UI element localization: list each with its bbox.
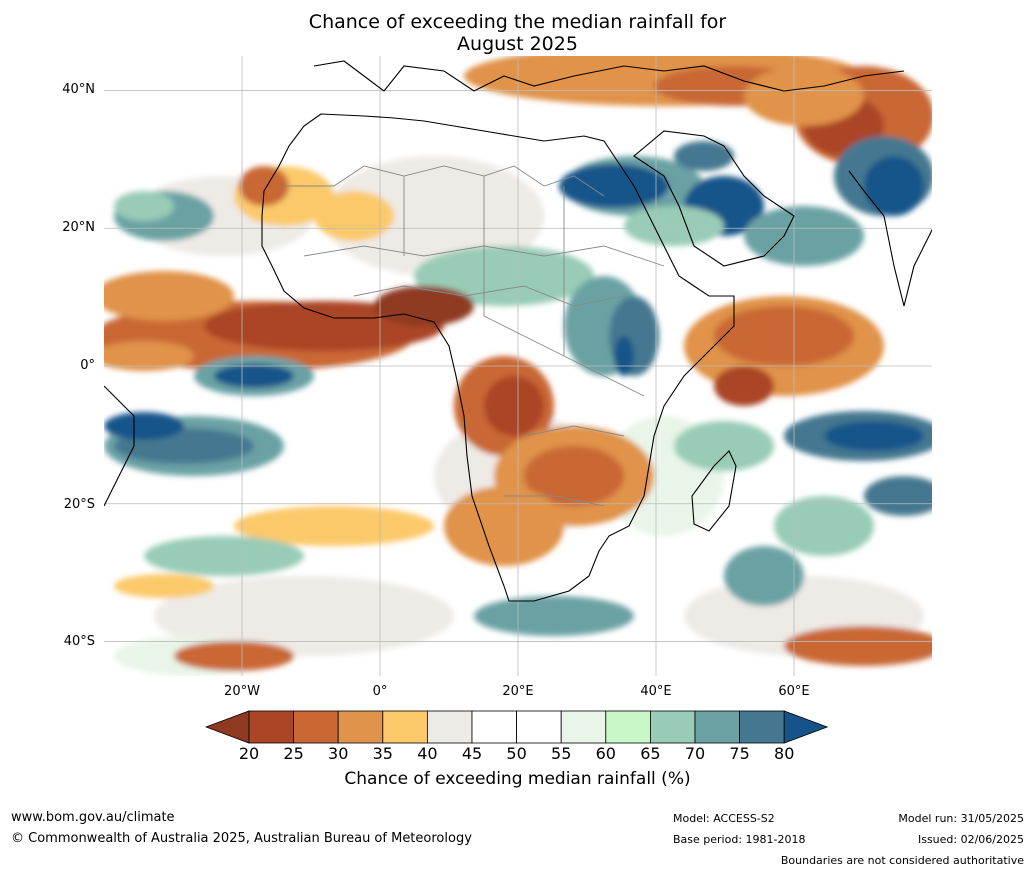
colorbar-segment (694, 710, 740, 744)
lat-label-0: 0° (80, 358, 95, 373)
footer-boundaries-note: Boundaries are not considered authoritat… (780, 854, 1024, 867)
colorbar-tick-label: 50 (506, 744, 527, 763)
colorbar-title: Chance of exceeding median rainfall (%) (344, 769, 691, 789)
colorbar-tick-label: 65 (640, 744, 661, 763)
colorbar (205, 710, 829, 744)
colorbar-tick-label: 80 (774, 744, 795, 763)
colorbar-segment (605, 710, 651, 744)
map-title-line1: Chance of exceeding the median rainfall … (308, 11, 727, 33)
colorbar-tick-label: 20 (238, 744, 260, 763)
colorbar-segment (337, 710, 384, 744)
footer-model-run: Model run: 31/05/2025 (898, 812, 1024, 825)
footer-base-period: Base period: 1981-2018 (673, 833, 806, 846)
lon-label-60e: 60°E (778, 684, 810, 699)
lat-label-40s: 40°S (63, 634, 95, 649)
colorbar-segment (739, 710, 785, 744)
colorbar-tick-label: 40 (417, 744, 438, 763)
rainfall-map (104, 56, 932, 676)
footer-copyright: © Commonwealth of Australia 2025, Austra… (11, 831, 472, 846)
colorbar-segment (293, 710, 339, 744)
footer-issued: Issued: 02/06/2025 (917, 833, 1024, 846)
colorbar-tick-label: 60 (595, 744, 616, 763)
colorbar-extend-low (205, 710, 250, 744)
rainfall-map-canvas (104, 56, 932, 676)
lon-label-0: 0° (372, 684, 388, 699)
colorbar-tick-label: 70 (684, 744, 706, 763)
lon-label-20e: 20°E (502, 684, 534, 699)
colorbar-segment (649, 710, 696, 744)
lat-label-20n: 20°N (62, 220, 95, 235)
colorbar-extend-high (783, 710, 829, 744)
colorbar-segment (560, 710, 607, 744)
colorbar-tick-label: 45 (461, 744, 483, 763)
map-title-line2: August 2025 (457, 33, 578, 55)
footer-model: Model: ACCESS-S2 (673, 812, 775, 825)
colorbar-tick-label: 30 (328, 744, 349, 763)
colorbar-tick-label: 35 (372, 744, 393, 763)
lon-label-40e: 40°E (640, 684, 672, 699)
colorbar-tick-label: 25 (283, 744, 304, 763)
colorbar-segment (516, 710, 562, 744)
colorbar-segment (471, 710, 517, 744)
graticule (104, 56, 932, 676)
footer-url[interactable]: www.bom.gov.au/climate (11, 810, 175, 825)
lat-label-20s: 20°S (63, 497, 95, 512)
lon-label-20w: 20°W (224, 684, 260, 699)
colorbar-tick-label: 75 (729, 744, 750, 763)
coastlines (104, 60, 932, 602)
colorbar-segment (426, 710, 473, 744)
lat-label-40n: 40°N (62, 82, 95, 97)
colorbar-segment (248, 710, 294, 744)
colorbar-tick-label: 55 (551, 744, 572, 763)
colorbar-segment (382, 710, 428, 744)
country-borders (284, 165, 665, 507)
